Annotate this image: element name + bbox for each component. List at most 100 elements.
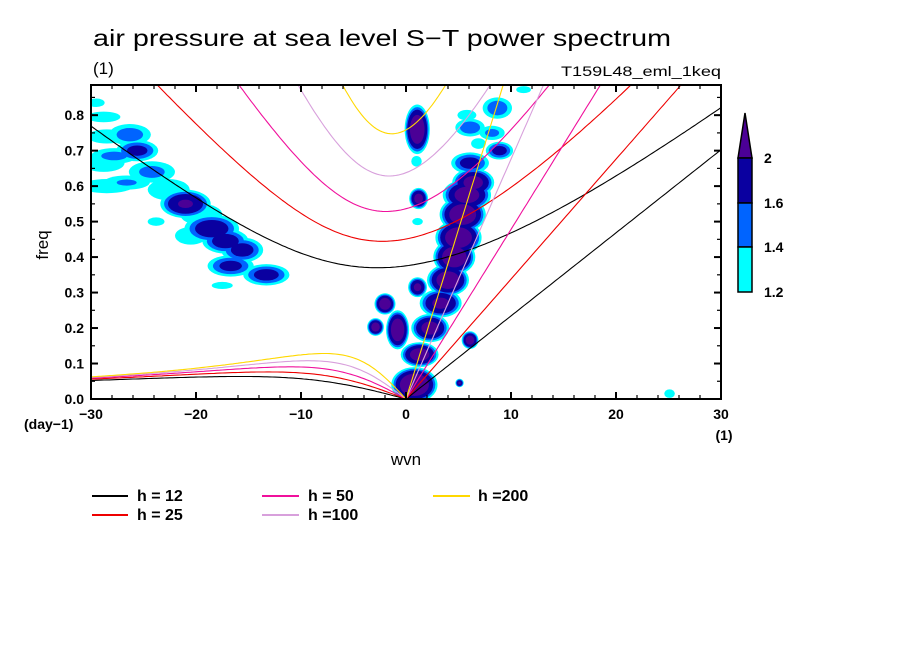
colorbar-label: 2 — [764, 150, 772, 166]
contour-fill-blob-0-level-1.2 — [91, 98, 105, 107]
y-axis-unit: (day−1) — [24, 416, 73, 432]
contour-fill-blob-42-level-1.6 — [459, 157, 481, 169]
legend-label: h =200 — [478, 488, 528, 505]
kelvin-line-h200 — [405, 85, 504, 399]
y-axis-label: freq — [33, 230, 52, 259]
legend-item-h200: h =200 — [433, 488, 528, 505]
tick-labels: −30 −20 −10 0 10 20 30 0.0 0.1 0.2 0.3 0.4 0.5 0.6 0.7… — [65, 107, 729, 422]
contour-fill-blob-38-level-2 — [445, 227, 472, 248]
contour-fill-blob-30-level-2 — [458, 381, 461, 385]
contour-fill-blob-14-level-1.6 — [195, 220, 229, 238]
contour-level-2 — [178, 114, 483, 396]
contour-fill-blob-34-level-2 — [421, 321, 439, 335]
y-tick-label: 0.2 — [65, 320, 85, 336]
contour-fill-blob-44-level-1.2 — [471, 138, 486, 149]
experiment-label: T159L48_eml_1keq — [561, 63, 721, 79]
legend-label: h = 25 — [137, 507, 183, 524]
ig-curve-h100 — [297, 85, 491, 177]
legend-item-h25: h = 25 — [92, 507, 183, 524]
rossby-curve-h25 — [91, 371, 407, 399]
contour-fill-blob-1-level-1.2 — [91, 111, 121, 123]
contour-fill-blob-17-level-1.6 — [230, 243, 254, 257]
x-tick-label: 20 — [608, 406, 624, 422]
contour-fill-blob-13-level-1.2 — [147, 217, 165, 226]
ig-curve-h25 — [156, 85, 632, 242]
contour-fill-blob-7-level-1.4 — [139, 166, 165, 178]
contour-fill-blob-16-level-1.6 — [212, 233, 239, 249]
contour-fill-blob-25-level-2 — [413, 283, 422, 292]
rossby-curve-h12 — [91, 375, 407, 399]
contour-fill-blob-3-level-1.4 — [116, 127, 144, 142]
contour-fill-blob-43-level-1.6 — [492, 145, 507, 156]
colorbar: 2 1.6 1.4 1.2 — [737, 112, 784, 300]
contour-fill-blob-31-level-1.2 — [664, 389, 675, 398]
contour-fill-blob-46-level-1.2 — [457, 109, 477, 121]
contour-fill-blob-18-level-1.6 — [219, 260, 242, 272]
x-axis-unit: (1) — [715, 427, 732, 443]
legend-item-h12: h = 12 — [92, 488, 183, 505]
legend-label: h = 50 — [308, 488, 354, 505]
legend-item-h100: h =100 — [262, 507, 358, 524]
y-tick-label: 0.3 — [65, 285, 85, 301]
kelvin-line-h12 — [405, 149, 721, 399]
axes — [90, 84, 722, 400]
y-tick-label: 0.8 — [65, 107, 85, 123]
rossby-curve-h200 — [91, 352, 407, 399]
x-tick-label: 10 — [503, 406, 519, 422]
contour-fill-blob-36-level-2 — [436, 271, 460, 289]
y-tick-label: 0.7 — [65, 143, 85, 159]
x-tick-label: −10 — [289, 406, 313, 422]
x-tick-label: 0 — [402, 406, 410, 422]
contour-fill-blob-29-level-2 — [465, 335, 475, 345]
contour-fill-blob-4-level-1.6 — [126, 145, 148, 156]
kelvin-line-h25 — [405, 85, 682, 399]
y-tick-label: 0.6 — [65, 178, 85, 194]
colorbar-label: 1.6 — [764, 195, 784, 211]
legend-item-h50: h = 50 — [262, 488, 354, 505]
colorbar-box-1.4-1.6 — [737, 202, 753, 248]
contour-fill-blob-40-level-2 — [454, 186, 480, 204]
y-tick-label: 0.4 — [65, 249, 85, 265]
contour-fill-blob-22-level-1.2 — [411, 155, 422, 167]
chart-title: air pressure at sea level S−T power spec… — [93, 25, 671, 51]
rossby-curve-h50 — [91, 366, 407, 399]
x-tick-label: 30 — [713, 406, 729, 422]
contour-field — [91, 86, 675, 399]
contour-fill-blob-26-level-2 — [379, 298, 391, 310]
colorbar-label: 1.4 — [764, 239, 784, 255]
kelvin-line-h50 — [405, 85, 602, 399]
legend-label: h =100 — [308, 507, 358, 524]
contour-fill-blob-5-level-1.4 — [101, 151, 127, 161]
x-tick-label: −30 — [79, 406, 103, 422]
chart-subtitle: (1) — [93, 59, 114, 78]
legend: h = 12 h = 25 h = 50 h =100 h =200 — [92, 488, 528, 524]
ig-curve-h50 — [238, 85, 550, 213]
y-tick-label: 0.5 — [65, 214, 85, 230]
contour-fill-blob-28-level-2 — [390, 318, 405, 342]
contour-fill-blob-11-level-2 — [178, 199, 193, 209]
contour-fill-blob-49-level-1.2 — [516, 86, 531, 94]
contour-fill-blob-23-level-2 — [414, 193, 423, 204]
ig-curve-h200 — [342, 85, 447, 135]
kelvin-line-h100 — [405, 85, 545, 399]
contour-fill-blob-19-level-1.6 — [253, 269, 279, 281]
colorbar-label: 1.2 — [764, 284, 784, 300]
contour-fill-blob-20-level-1.2 — [211, 281, 233, 290]
x-axis-label: wvn — [390, 450, 421, 469]
contour-fill-blob-45-level-1.4 — [460, 121, 481, 134]
contour-fill-blob-24-level-1.2 — [412, 218, 423, 226]
ig-curve-h12 — [91, 107, 721, 269]
contour-fill-blob-27-level-2 — [371, 322, 380, 332]
colorbar-box-1.2-1.4 — [737, 246, 753, 293]
contour-fill-blob-48-level-1.4 — [487, 100, 508, 116]
colorbar-box-1.6-2 — [737, 157, 753, 204]
contour-fill-blob-8-level-1.4 — [116, 179, 137, 186]
rossby-curve-h100 — [91, 360, 407, 399]
y-tick-label: 0.0 — [65, 391, 85, 407]
dispersion-curves — [91, 85, 721, 399]
x-tick-label: −20 — [184, 406, 208, 422]
contour-fill-blob-21-level-2 — [409, 114, 425, 144]
y-tick-label: 0.1 — [65, 356, 85, 372]
